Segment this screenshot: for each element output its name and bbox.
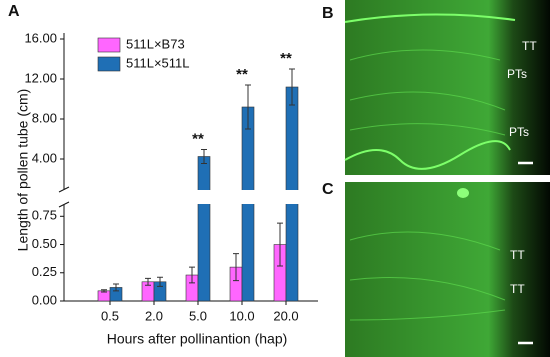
x-tick-label: 2.0 [145, 308, 163, 323]
y-tick-label: 4.00 [32, 150, 57, 165]
image-label: PTs [507, 67, 527, 81]
error-bar [201, 149, 207, 164]
x-tick-label: 5.0 [189, 308, 207, 323]
y-tick-label: 12.00 [24, 70, 57, 85]
image-b: TT PTs PTs [344, 0, 550, 175]
image-label: TT [510, 248, 525, 262]
error-bar [289, 68, 295, 106]
significance: ** [236, 66, 248, 83]
image-label: TT [510, 282, 525, 296]
plot: 0.00 0.25 0.50 0.75 4.00 8.00 12.00 16.00 0.5 2.0… [24, 30, 320, 323]
legend-label: 511L×B73 [126, 36, 185, 51]
image-label: PTs [509, 125, 529, 139]
error-bar [233, 253, 239, 282]
y-tick-label: 8.00 [32, 110, 57, 125]
x-tick-label: 0.5 [101, 308, 119, 323]
x-axis-label: Hours after pollinantion (hap) [107, 331, 288, 347]
y-tick-label: 0.00 [32, 292, 57, 307]
error-bar [101, 289, 107, 293]
bar [197, 156, 211, 302]
legend-swatch [97, 37, 121, 53]
x-tick-label: 20.0 [273, 308, 298, 323]
significance: ** [280, 50, 292, 67]
error-bar [113, 283, 119, 292]
legend-label: 511L×511L [126, 55, 190, 70]
legend-swatch [97, 56, 121, 72]
error-bar [157, 276, 163, 287]
error-bar [277, 222, 283, 267]
panel-label: A [8, 3, 20, 20]
axis-break-mark [58, 186, 70, 208]
y-tick-label: 0.75 [32, 208, 57, 223]
image-label: TT [522, 39, 537, 53]
significance: ** [192, 130, 204, 147]
error-bar [245, 84, 251, 130]
y-axis-label: Length of pollen tube (cm) [15, 89, 31, 252]
y-tick-label: 16.00 [24, 30, 57, 45]
error-bar [145, 277, 151, 286]
error-bar [189, 266, 195, 284]
y-tick-label: 0.25 [32, 264, 57, 279]
image-c: TT TT [345, 182, 550, 357]
y-tick-label: 0.50 [32, 236, 57, 251]
x-tick-label: 10.0 [229, 308, 254, 323]
panel-label: C [322, 181, 334, 198]
panel-label: B [322, 5, 334, 22]
axis-break [56, 190, 320, 204]
